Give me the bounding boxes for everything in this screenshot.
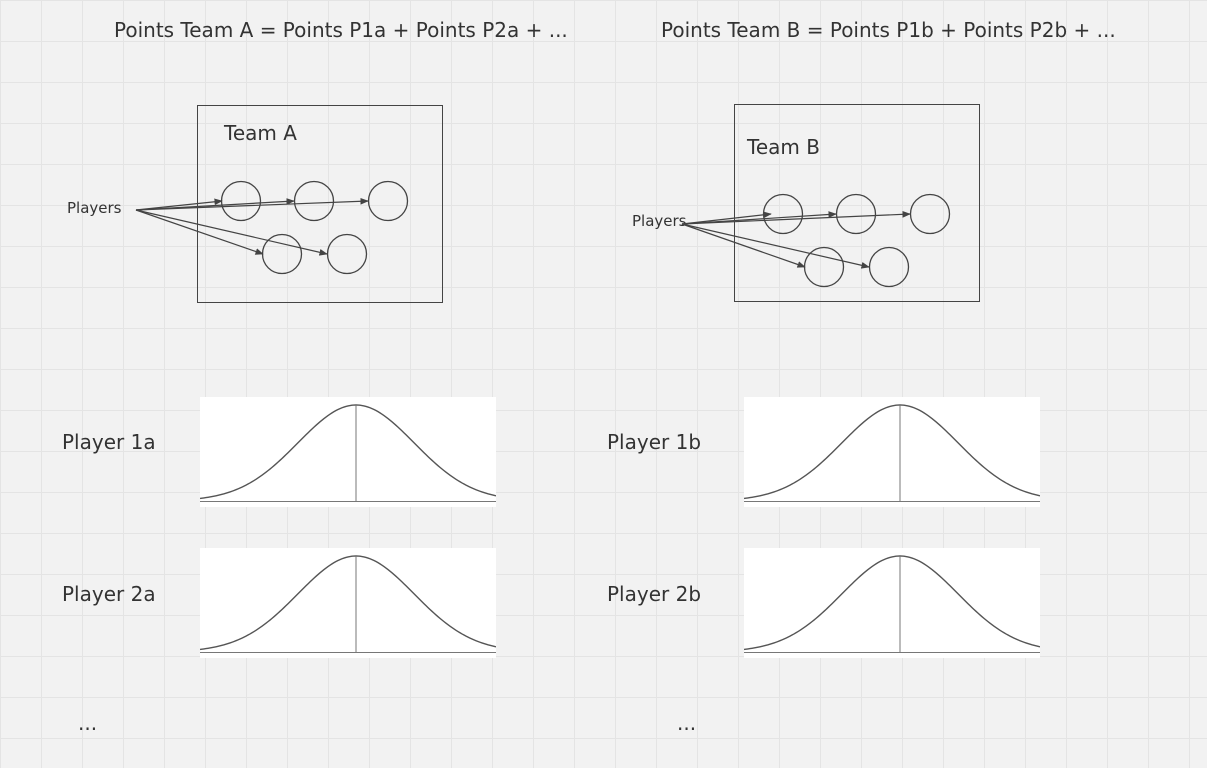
team-b-players-label: Players	[632, 212, 687, 230]
player-1b-distribution[interactable]	[744, 397, 1040, 507]
more-team-b-players: ...	[677, 711, 697, 735]
team-a-formula: Points Team A = Points P1a + Points P2a …	[114, 18, 568, 42]
bell-curve	[200, 555, 496, 653]
player-1b-label: Player 1b	[607, 430, 702, 454]
team-b-formula: Points Team B = Points P1b + Points P2b …	[661, 18, 1116, 42]
team-a-title: Team A	[224, 121, 297, 145]
team-b-title: Team B	[747, 135, 820, 159]
player-2a-distribution[interactable]	[200, 548, 496, 658]
player-1a-distribution[interactable]	[200, 397, 496, 507]
player-1a-label: Player 1a	[62, 430, 156, 454]
bell-curve	[744, 404, 1040, 502]
bell-curve-path	[744, 555, 1040, 651]
more-team-a-players: ...	[78, 711, 98, 735]
bell-curve-path	[744, 404, 1040, 500]
bell-curve-path	[200, 404, 496, 500]
player-2b-label: Player 2b	[607, 582, 702, 606]
team-b-box[interactable]	[734, 104, 980, 302]
bell-curve	[744, 555, 1040, 653]
bell-curve-path	[200, 555, 496, 651]
player-2b-distribution[interactable]	[744, 548, 1040, 658]
bell-curve	[200, 404, 496, 502]
team-a-players-label: Players	[67, 199, 122, 217]
player-2a-label: Player 2a	[62, 582, 156, 606]
